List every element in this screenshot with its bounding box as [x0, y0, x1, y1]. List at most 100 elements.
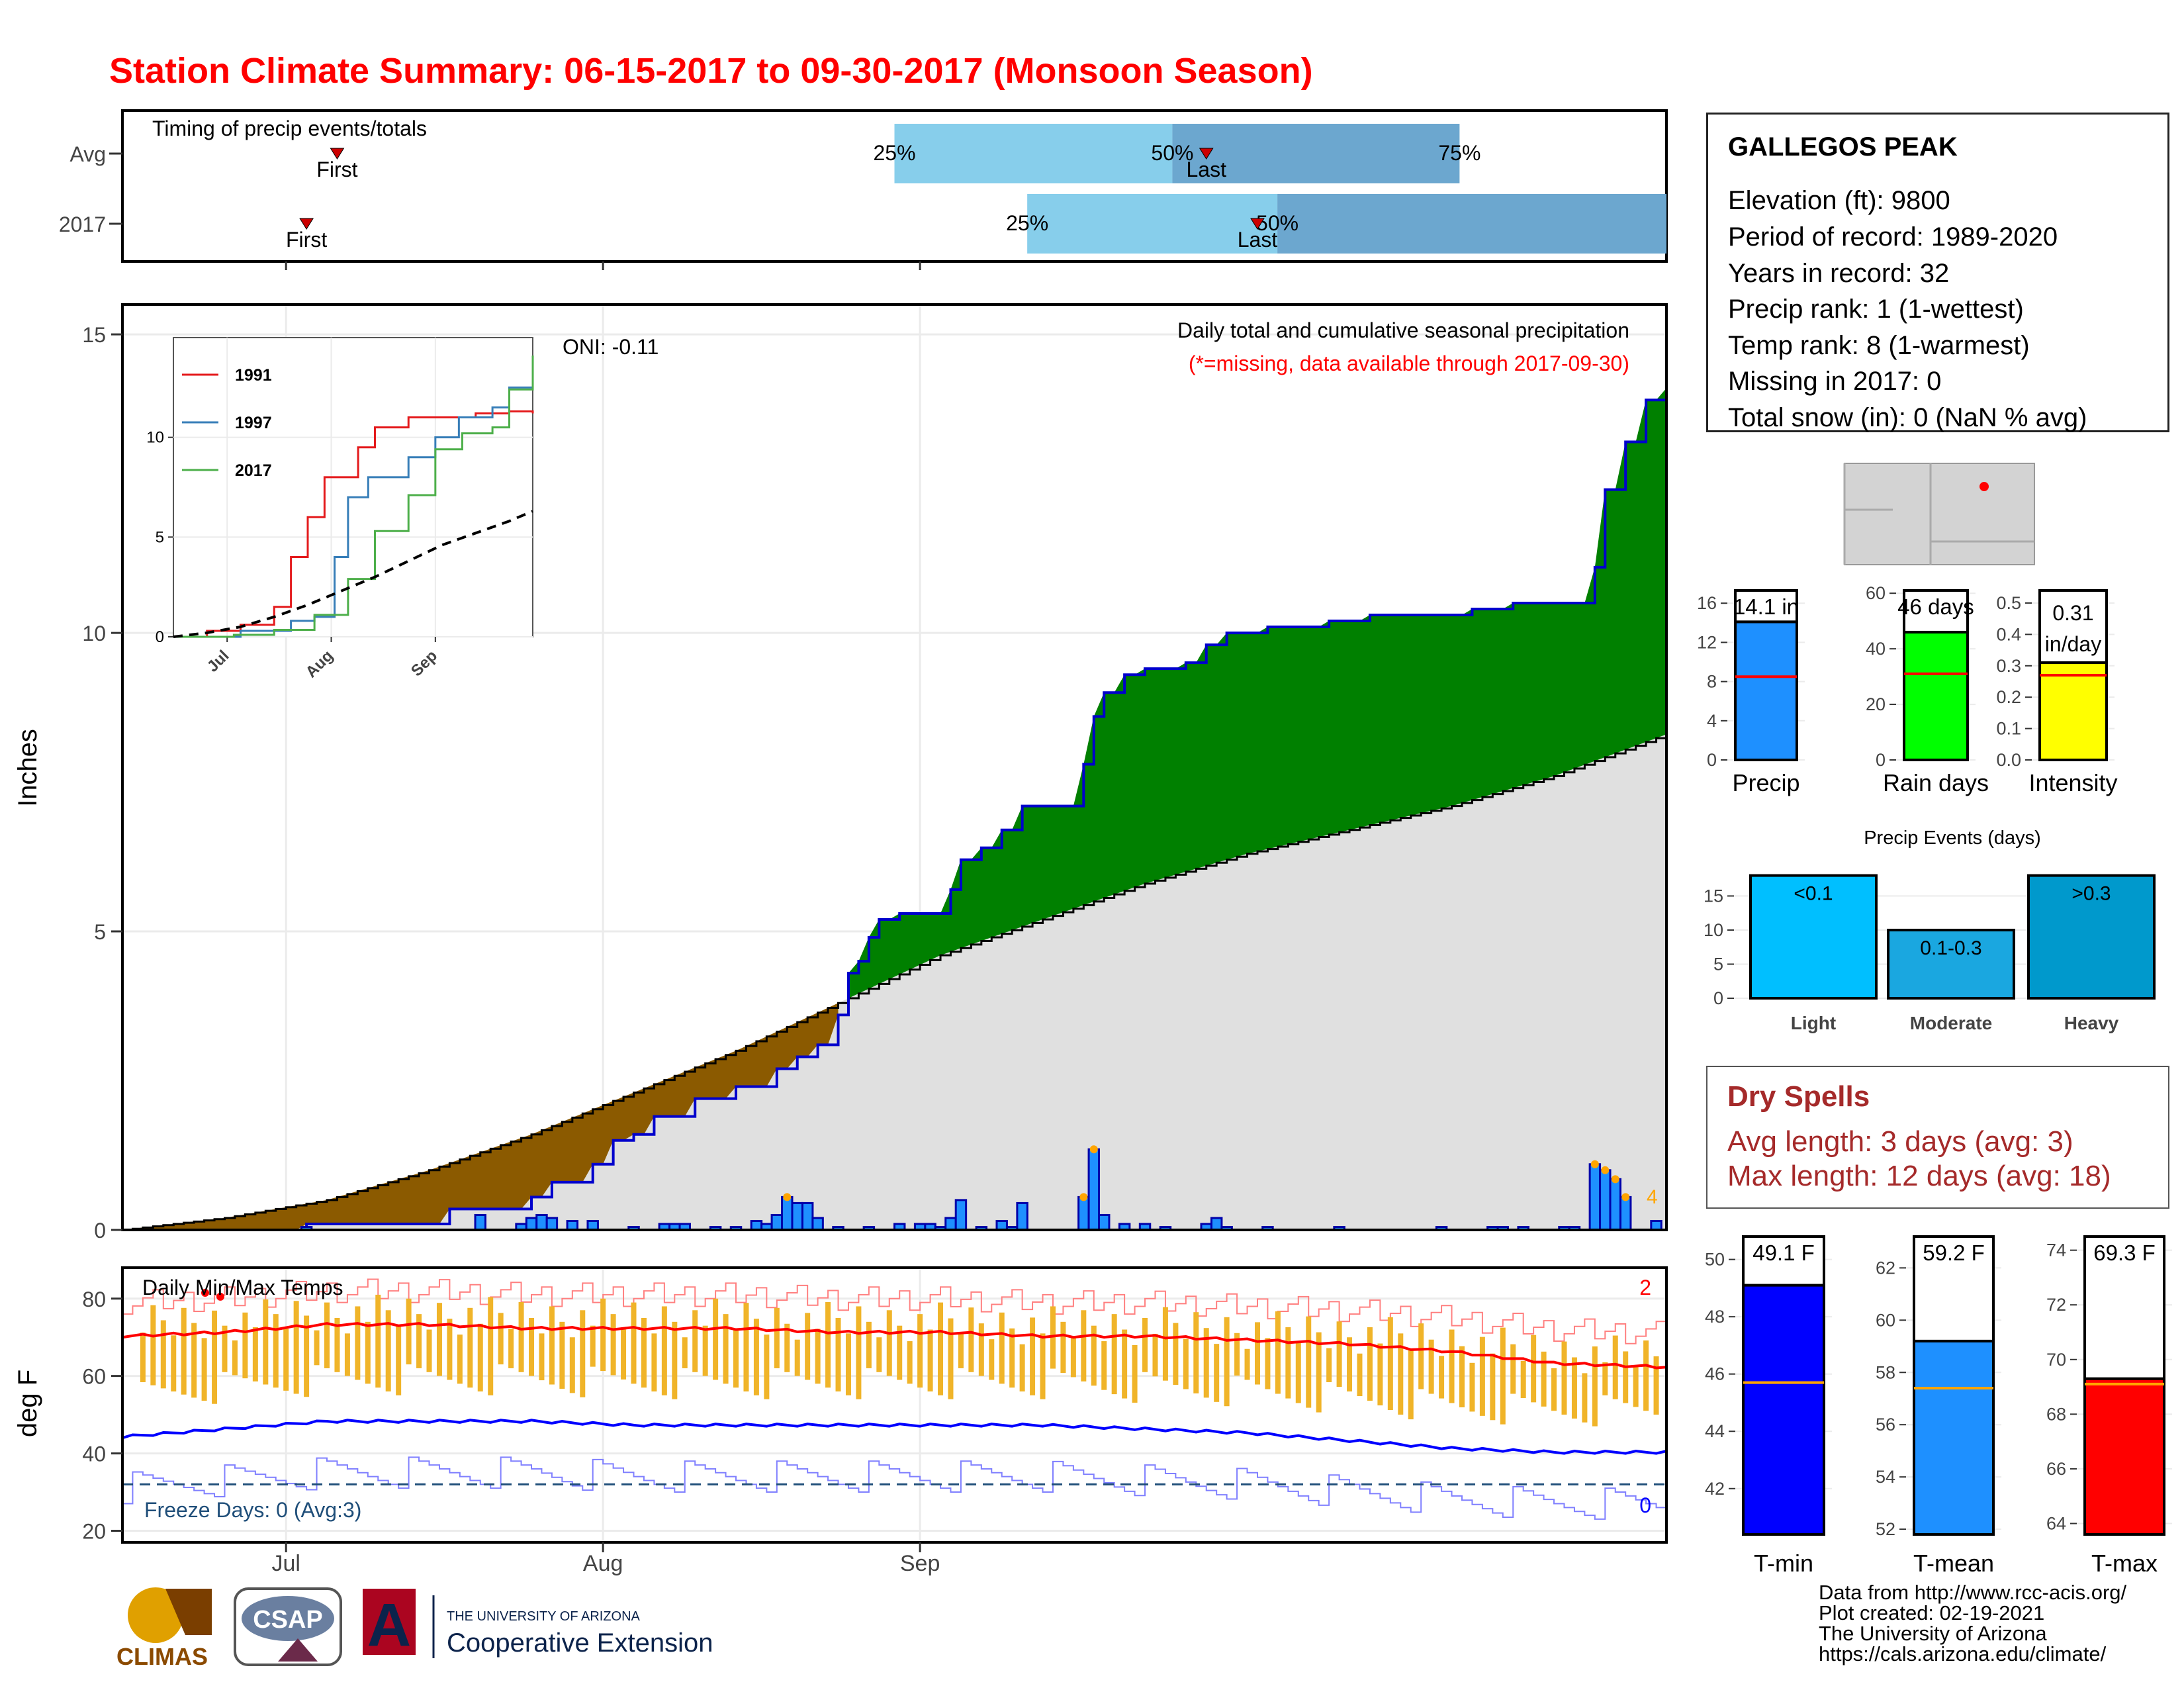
station-location-marker [1979, 482, 1989, 491]
daily-temp-range-bar [774, 1307, 780, 1368]
events-y-tick-label: 10 [1704, 920, 1723, 940]
timing-bar-25-50 [1027, 194, 1278, 254]
daily-temp-range-bar [1398, 1333, 1404, 1415]
daily-temp-range-bar [1377, 1343, 1383, 1406]
daily-temp-range-bar [1459, 1346, 1465, 1408]
heavy-event-marker [783, 1193, 792, 1201]
mini-value-label: 49.1 F [1752, 1241, 1815, 1265]
daily-precip-bar [1588, 1163, 1602, 1231]
daily-temp-range-bar [1418, 1323, 1424, 1389]
mini-y-tick-label: 0.5 [1996, 593, 2021, 613]
daily-temp-range-bar [927, 1329, 933, 1392]
mini-y-tick-label: 48 [1705, 1307, 1725, 1327]
station-period: Period of record: 1989-2020 [1728, 222, 2058, 252]
daily-temp-range-bar [539, 1333, 545, 1381]
station-missing: Missing in 2017: 0 [1728, 367, 1942, 396]
record-low-line [122, 1456, 1667, 1520]
daily-precip-bar [1650, 1219, 1662, 1231]
daily-temp-range-bar [426, 1329, 432, 1372]
mini-y-tick-label: 0.2 [1996, 687, 2021, 707]
daily-temp-range-bar [1152, 1333, 1158, 1377]
record-high-marker [216, 1292, 224, 1301]
daily-temp-range-bar [396, 1325, 402, 1395]
daily-temp-range-bar [324, 1302, 330, 1368]
timing-p50-label: 50% [1151, 141, 1193, 165]
csap-logo-cloud [242, 1596, 334, 1641]
daily-temp-range-bar [1551, 1368, 1557, 1411]
daily-temp-range-bar [876, 1337, 882, 1372]
daily-temp-range-bar [263, 1299, 269, 1385]
inset-y-tick-label: 10 [146, 429, 164, 447]
daily-temp-range-bar [477, 1323, 483, 1392]
precip-event-value-label: <0.1 [1794, 883, 1833, 905]
precip-event-bar [2027, 874, 2156, 1000]
above-average-area [848, 388, 1666, 999]
mini-y-tick-label: 52 [1876, 1519, 1895, 1539]
temp-y-tick-label: 40 [82, 1442, 106, 1466]
mini-y-tick-label: 0 [1707, 750, 1717, 770]
mini-y-tick-label: 56 [1876, 1415, 1895, 1434]
csap-logo-text: CSAP [253, 1606, 323, 1634]
mini-label-box [2038, 589, 2108, 665]
climas-logo-sun [128, 1587, 183, 1643]
daily-temp-range-bar [1244, 1348, 1250, 1380]
timing-label: Timing of precip events/totals [152, 117, 427, 140]
daily-temp-range-bar [1224, 1317, 1230, 1407]
mini-panel-name: Rain days [1883, 769, 1989, 796]
oni-label: ONI: -0.11 [563, 335, 659, 359]
record-high-marker [201, 1288, 209, 1297]
daily-temp-range-bar [160, 1320, 166, 1389]
last-event-label: Last [1186, 158, 1226, 181]
daily-temp-range-bar [559, 1321, 565, 1389]
mini-label-box [1913, 1235, 1995, 1342]
daily-precip-bar [1599, 1169, 1612, 1231]
mini-y-tick-label: 64 [2046, 1513, 2066, 1533]
inset-average-line [173, 510, 533, 638]
average-max-temp-line [122, 1322, 1667, 1370]
timing-p75-label: 75% [1438, 141, 1480, 165]
daily-temp-range-bar [1111, 1314, 1117, 1395]
daily-temp-range-bar [897, 1325, 903, 1380]
daily-temp-range-bar [1336, 1321, 1342, 1387]
ua-logo-letter: A [367, 1591, 411, 1659]
mini-y-tick-label: 16 [1697, 593, 1717, 613]
precip-event-category: Moderate [1910, 1013, 1992, 1033]
daily-precip-bar [1087, 1148, 1101, 1231]
daily-temp-range-bar [222, 1325, 228, 1372]
daily-temp-range-bar [580, 1310, 586, 1397]
station-info-box: GALLEGOS PEAK Elevation (ft): 9800 Perio… [1706, 113, 2169, 432]
daily-temp-range-bar [702, 1325, 708, 1376]
daily-temp-range-bar [498, 1313, 504, 1365]
daily-temp-range-bar [1357, 1353, 1363, 1397]
mini-value-label: 59.2 F [1923, 1241, 1985, 1265]
daily-temp-range-bar [621, 1329, 627, 1380]
precip-event-category: Heavy [2064, 1013, 2119, 1033]
daily-temp-range-bar [1060, 1321, 1066, 1373]
mini-y-tick-label: 60 [1876, 1310, 1895, 1330]
daily-temp-range-bar [610, 1314, 616, 1376]
daily-temp-range-bar [508, 1329, 514, 1368]
events-y-tick-label: 5 [1713, 955, 1723, 974]
timing-bar-25-50 [894, 124, 1173, 183]
daily-temp-range-bar [1592, 1346, 1598, 1427]
inset-series-line [173, 355, 534, 638]
daily-temp-range-bar [355, 1306, 361, 1380]
daily-temp-range-bar [1653, 1356, 1659, 1415]
daily-temp-range-bar [385, 1310, 391, 1392]
daily-temp-range-bar [1490, 1353, 1496, 1421]
mini-y-tick-label: 0.1 [1996, 719, 2021, 739]
mini-y-tick-label: 68 [2046, 1404, 2066, 1424]
ua-logo-block [363, 1589, 416, 1655]
daily-temp-range-bar [1081, 1310, 1087, 1382]
main-y-tick-label: 0 [94, 1219, 106, 1243]
temp-y-tick-label: 20 [82, 1519, 106, 1543]
daily-temp-range-bar [815, 1329, 821, 1384]
inset-series-line [173, 377, 534, 638]
mini-y-tick-label: 0.0 [1996, 750, 2021, 770]
daily-temp-range-bar [181, 1307, 187, 1395]
station-years: Years in record: 32 [1728, 259, 1950, 288]
daily-temp-range-bar [416, 1314, 422, 1368]
main-y-axis-label: Inches [13, 729, 42, 807]
daily-temp-range-bar [436, 1303, 442, 1376]
daily-temp-range-bar [1019, 1344, 1025, 1392]
